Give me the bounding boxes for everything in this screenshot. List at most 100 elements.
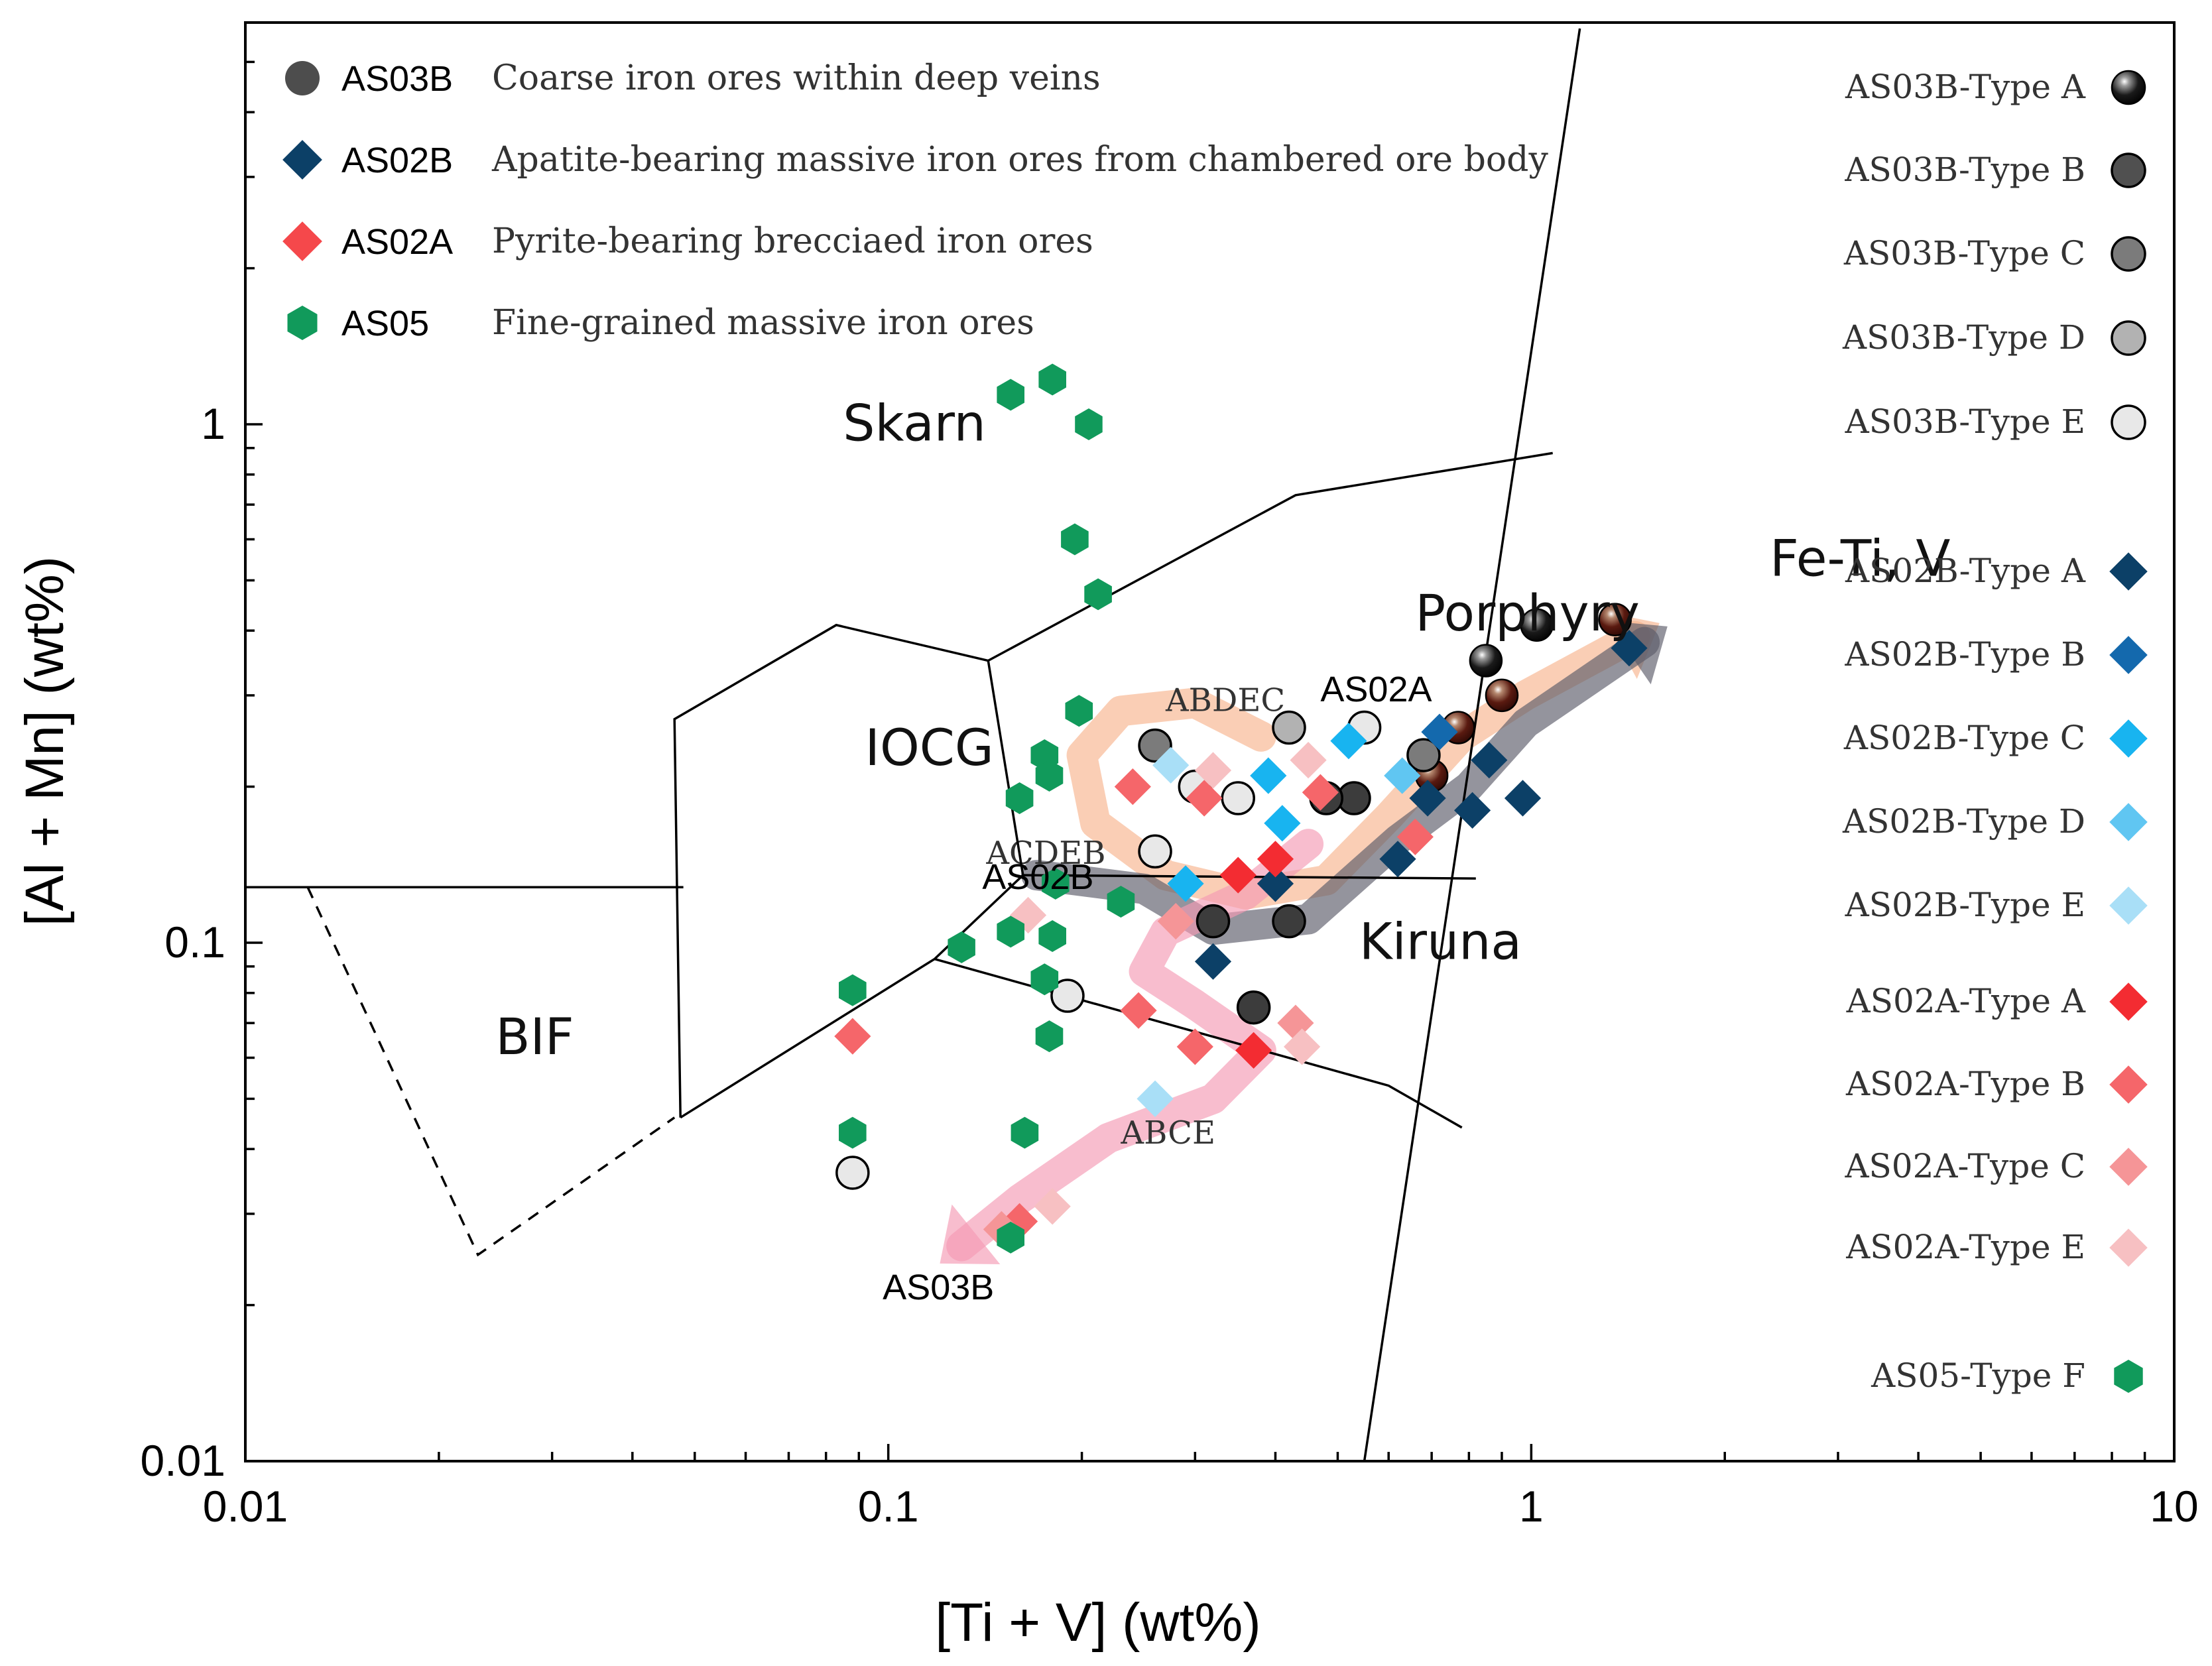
legend-type-as02b-type-e: AS02B-Type E (1845, 886, 2148, 925)
trend-annotations: AS02A AS02B AS03B (883, 670, 1432, 1307)
legend-type-label: AS02B-Type E (1845, 886, 2085, 924)
annotation-as02a: AS02A (1320, 670, 1432, 709)
boundary-kiruna-lower (934, 957, 1463, 1129)
y-tick-label: 0.1 (164, 918, 225, 967)
annotation-as03b: AS03B (883, 1268, 994, 1307)
legend-marker-as02b (282, 140, 322, 180)
point-as03b-type-e-5 (835, 1156, 870, 1190)
point-as05-type-f-3 (1061, 523, 1089, 556)
legend-type-as02a-type-c: AS02A-Type C (1844, 1147, 2148, 1186)
point-as03b-type-c-0 (1138, 728, 1172, 763)
point-as02a-type-a-1 (1235, 1032, 1272, 1069)
legend-type-as02a-type-e: AS02A-Type E (1845, 1228, 2148, 1267)
legend-type-label: AS03B-Type B (1844, 150, 2085, 189)
legend-type-label: AS02B-Type C (1843, 719, 2085, 757)
point-as05-type-f-18 (1011, 1116, 1039, 1149)
legend-type-marker-as05-type-f (2114, 1360, 2143, 1393)
point-as02a-type-e-1 (1194, 752, 1232, 789)
series-as03b-type-a (1469, 608, 1554, 678)
legend-type-marker-as02b-type-c (2109, 719, 2148, 758)
legend-description: Apatite-bearing massive iron ores from c… (491, 140, 1548, 180)
legend-type-as02b-type-c: AS02B-Type C (1843, 719, 2148, 758)
y-axis-label: [Al + Mn] (wt%) (15, 556, 75, 926)
x-tick-label: 1 (1519, 1482, 1544, 1531)
point-as02a-type-e-2 (1284, 1028, 1321, 1065)
point-as02b-type-e-0 (1152, 746, 1190, 784)
plot-frame (244, 21, 2176, 1462)
legend-sample-as03b: AS03B Coarse iron ores within deep veins (285, 58, 1101, 99)
region-label-skarn: Skarn (843, 394, 986, 453)
point-as02b-type-d-0 (1384, 757, 1421, 794)
legend-description: Fine-grained massive iron ores (492, 303, 1034, 343)
point-as05-type-f-16 (1035, 1020, 1064, 1053)
point-as05-type-f-0 (997, 379, 1024, 411)
legend-code: AS03B (341, 59, 453, 99)
legend-type-marker-as03b-type-b (2111, 152, 2146, 188)
point-as02b-type-a-7 (1257, 865, 1294, 902)
region-label-porphyry: Porphyry (1415, 583, 1639, 642)
point-as02b-type-e-1 (1137, 1080, 1174, 1118)
x-tick-label: 0.01 (203, 1482, 288, 1531)
legend-type-as03b-type-d: AS03B-Type D (1842, 318, 2146, 357)
point-as03b-type-a-0 (1520, 608, 1554, 642)
point-as02b-type-a-0 (1611, 630, 1648, 667)
legend-code: AS02B (341, 141, 453, 180)
arrow-label-acdeb: ACDEB (985, 835, 1105, 872)
point-as02b-type-c-0 (1330, 723, 1367, 760)
legend-type-marker-as02a-type-a (2109, 982, 2148, 1021)
legend-type-label: AS02B-Type B (1844, 635, 2085, 674)
point-as05-type-f-10 (1107, 886, 1135, 918)
legend-type-as05-type-f: AS05-Type F (1871, 1356, 2143, 1395)
point-as03b-type-a-brown-1 (1485, 678, 1519, 713)
legend-type-as02a-type-a: AS02A-Type A (1846, 982, 2148, 1021)
point-as03b-type-d-0 (1272, 710, 1306, 745)
x-tick-label: 0.1 (858, 1482, 919, 1531)
point-as05-type-f-2 (1075, 408, 1103, 440)
series-as02b-type-b (1421, 713, 1458, 750)
point-as05-type-f-14 (1030, 963, 1059, 996)
point-as05-type-f-5 (1065, 695, 1093, 727)
point-as02b-type-c-1 (1250, 757, 1287, 794)
region-label-bif: BIF (495, 1007, 574, 1066)
field-boundaries (245, 28, 1581, 1461)
point-as02b-type-c-3 (1167, 865, 1204, 902)
legend-marker-as05 (287, 306, 318, 340)
series-as05-type-f (839, 363, 1135, 1254)
legend-description: Coarse iron ores within deep veins (492, 58, 1101, 98)
point-as03b-type-b-2 (1236, 990, 1271, 1025)
region-label-iocg: IOCG (865, 718, 994, 777)
data-points (834, 363, 1648, 1254)
region-label-kiruna: Kiruna (1359, 912, 1522, 971)
series-as02b-type-e (1137, 746, 1190, 1118)
point-as03b-type-e-2 (1138, 834, 1172, 869)
point-as05-type-f-13 (1038, 920, 1066, 952)
series-as02b-type-d (1384, 757, 1421, 794)
point-as02a-type-a-2 (1257, 841, 1294, 878)
legend-type-as02b-type-b: AS02B-Type B (1844, 635, 2148, 674)
legend-type-marker-as02a-type-c (2109, 1148, 2148, 1186)
legend-type-marker-as02b-type-b (2109, 636, 2148, 674)
legend-type-as02b-type-d: AS02B-Type D (1842, 802, 2148, 841)
legend-type-label: AS03B-Type A (1845, 68, 2086, 106)
arrow-body-acdeb (1021, 626, 1660, 945)
series-as02b-type-c (1167, 723, 1367, 902)
legend-type-as02b-type-a: AS02B-Type A (1845, 552, 2148, 591)
legend-type-marker-as03b-type-a (2111, 70, 2146, 105)
axis-ticks: 0.01 0.1 1 10 0.01 0.1 1 (141, 60, 2199, 1531)
series-as03b-type-c (1138, 728, 1441, 772)
legend-code: AS05 (341, 304, 429, 343)
x-axis-label: [Ti + V] (wt%) (935, 1592, 1260, 1653)
point-as02b-type-a-3 (1453, 792, 1491, 829)
series-as03b-type-d (1272, 710, 1306, 745)
point-as03b-type-b-1 (1272, 904, 1306, 939)
point-as05-type-f-4 (1084, 578, 1112, 611)
point-as02a-type-b-2 (1302, 774, 1339, 811)
legend-code: AS02A (341, 222, 453, 262)
point-as02a-type-c-1 (1157, 903, 1194, 940)
legend-type-label: AS02A-Type C (1844, 1147, 2085, 1185)
point-as02b-type-a-1 (1504, 780, 1542, 817)
legend-type-label: AS02B-Type A (1845, 552, 2086, 590)
boundary-fe-ti-v-boundary (1363, 28, 1581, 1461)
legend-samples: AS03B Coarse iron ores within deep veinsA… (282, 58, 1548, 343)
